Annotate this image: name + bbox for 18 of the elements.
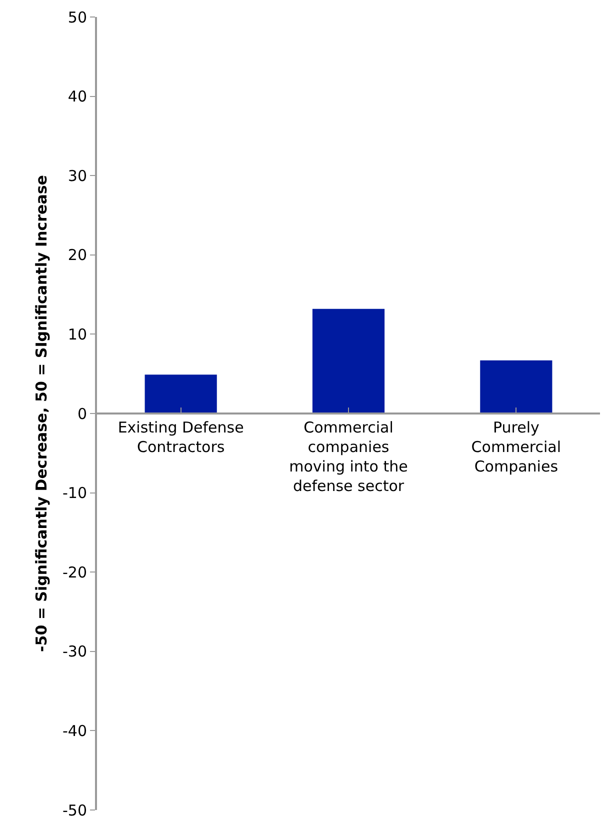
y-axis-title: -50 = Significantly Decrease, 50 = SIgnificantly Increase xyxy=(32,175,50,652)
y-tick-label: 30 xyxy=(68,166,87,185)
bar xyxy=(312,308,385,414)
y-tick-label: 40 xyxy=(68,88,87,106)
y-tick-label: -50 xyxy=(62,801,87,820)
y-tick-label: 10 xyxy=(68,325,87,344)
y-tick-label: -10 xyxy=(62,484,87,502)
y-tick-label: 50 xyxy=(68,8,87,26)
bar xyxy=(480,360,552,414)
x-tick-label: Commercial companies moving into the defense sector xyxy=(289,418,408,495)
y-tick-label: 0 xyxy=(77,404,87,423)
y-tick-label: -40 xyxy=(62,722,87,740)
x-tick-label: Existing Defense Contractors xyxy=(118,418,244,456)
y-tick-label: -20 xyxy=(62,563,87,582)
y-tick-label: 20 xyxy=(68,246,87,264)
y-tick-label: -30 xyxy=(62,642,87,661)
x-tick-label: Purely Commercial Companies xyxy=(471,418,562,476)
bar xyxy=(144,374,217,414)
